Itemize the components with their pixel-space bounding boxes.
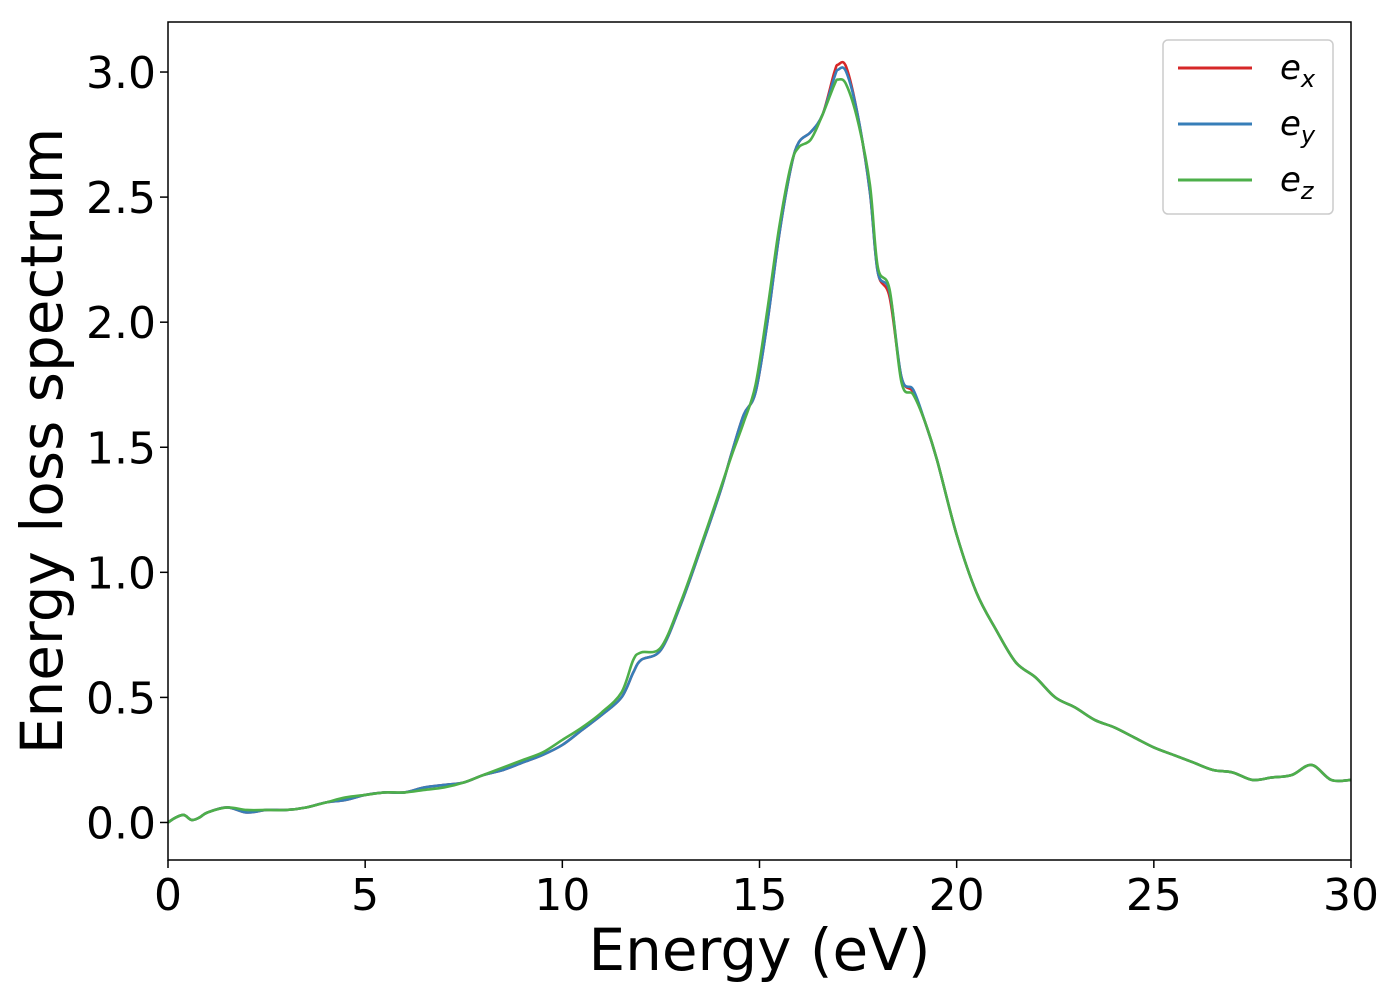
y-tick-label: 2.0 [86, 298, 156, 349]
y-axis-label: Energy loss spectrum [8, 128, 76, 754]
legend-label-z: ez [1280, 160, 1315, 205]
x-tick-label: 15 [732, 870, 788, 921]
series-lines [168, 60, 1351, 824]
x-tick-label: 20 [929, 870, 985, 921]
y-tick-label: 1.0 [86, 548, 156, 599]
y-tick-label: 0.5 [86, 673, 156, 724]
series-line-z [168, 77, 1351, 824]
legend: ex ey ez [1162, 39, 1334, 215]
x-axis-label: Energy (eV) [588, 916, 930, 984]
y-tick-label: 3.0 [86, 48, 156, 99]
x-tick-label: 0 [154, 870, 182, 921]
y-axis: 0.0 0.5 1.0 1.5 2.0 2.5 3.0 [86, 48, 168, 849]
y-tick-label: 0.0 [86, 798, 156, 849]
legend-box [1162, 39, 1334, 215]
legend-label-x: ex [1280, 48, 1316, 93]
y-tick-label: 2.5 [86, 173, 156, 224]
x-tick-label: 30 [1323, 870, 1379, 921]
x-tick-label: 25 [1126, 870, 1182, 921]
x-tick-label: 5 [351, 870, 379, 921]
x-axis: 0 5 10 15 20 25 30 [154, 860, 1379, 921]
y-tick-label: 1.5 [86, 423, 156, 474]
legend-label-y: ey [1280, 104, 1316, 149]
x-tick-label: 10 [534, 870, 590, 921]
